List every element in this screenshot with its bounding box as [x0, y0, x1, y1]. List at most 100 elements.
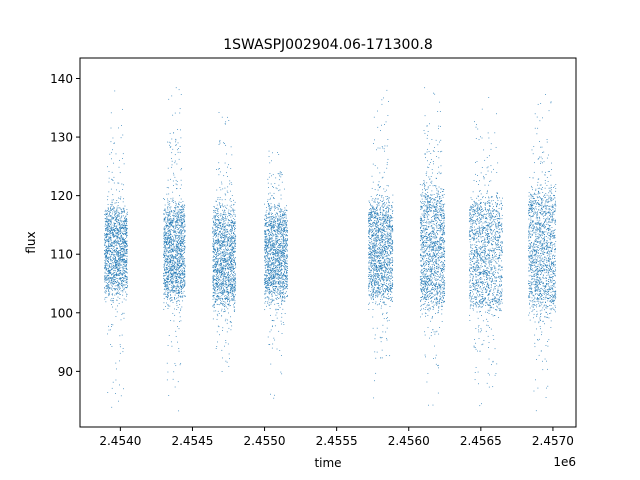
data-point	[178, 211, 180, 213]
data-point	[126, 234, 128, 236]
data-point	[106, 278, 108, 280]
data-point	[225, 284, 227, 286]
data-point	[215, 230, 216, 232]
data-point	[122, 158, 123, 159]
data-point	[217, 259, 219, 261]
data-point	[233, 233, 234, 234]
data-point	[225, 258, 226, 260]
data-point	[215, 243, 216, 244]
data-point	[176, 258, 178, 259]
data-point	[119, 286, 121, 288]
data-point	[168, 258, 170, 260]
data-point	[232, 281, 234, 283]
data-point	[171, 157, 172, 159]
data-point	[180, 262, 181, 264]
data-point	[234, 279, 236, 281]
data-point	[119, 294, 121, 296]
data-point	[119, 258, 121, 260]
data-point	[223, 209, 225, 211]
data-point	[112, 217, 114, 219]
data-point	[178, 256, 180, 258]
data-point	[115, 218, 116, 220]
data-point	[226, 290, 228, 292]
data-point	[228, 298, 230, 300]
data-point	[173, 291, 175, 293]
data-point	[107, 239, 108, 241]
data-point	[224, 297, 226, 299]
data-point	[163, 283, 165, 284]
data-point	[117, 205, 119, 206]
data-point	[178, 220, 180, 221]
data-point	[118, 263, 119, 265]
data-point	[214, 216, 216, 218]
data-point	[171, 269, 173, 271]
data-point	[119, 223, 120, 224]
data-point	[116, 240, 118, 242]
data-point	[172, 250, 173, 252]
data-point	[213, 269, 215, 271]
data-point	[117, 212, 119, 213]
data-point	[120, 250, 122, 252]
data-point	[176, 276, 178, 278]
data-point	[222, 249, 224, 251]
data-point	[110, 239, 112, 241]
data-point	[233, 255, 234, 257]
data-point	[175, 223, 177, 225]
data-point	[230, 222, 232, 224]
data-point	[109, 219, 111, 220]
data-point	[176, 221, 178, 223]
data-point	[165, 244, 167, 246]
data-point	[107, 209, 109, 211]
data-point	[183, 236, 185, 238]
data-point	[175, 227, 177, 228]
data-point	[233, 284, 235, 286]
data-point	[115, 241, 116, 243]
data-point	[213, 303, 215, 305]
data-point	[269, 292, 271, 294]
data-point	[110, 277, 111, 279]
data-point	[233, 307, 235, 308]
data-point	[168, 212, 170, 213]
data-point	[218, 298, 220, 300]
data-point	[119, 266, 121, 268]
data-point	[171, 297, 173, 298]
data-point	[222, 225, 224, 227]
data-point	[274, 220, 276, 222]
data-point	[172, 191, 174, 193]
data-point	[118, 230, 120, 232]
data-point	[172, 286, 174, 288]
data-point	[108, 282, 109, 283]
data-point	[226, 224, 228, 226]
data-point	[215, 213, 217, 215]
data-point	[218, 112, 220, 113]
data-point	[214, 288, 215, 290]
data-point	[108, 238, 110, 239]
data-point	[286, 227, 288, 229]
data-point	[179, 286, 181, 288]
data-point	[179, 188, 181, 189]
data-point	[120, 257, 122, 258]
data-point	[225, 360, 227, 362]
data-point	[233, 247, 234, 249]
data-point	[168, 261, 170, 263]
data-point	[163, 198, 165, 199]
data-point	[235, 264, 237, 265]
data-point	[277, 220, 279, 222]
data-point	[216, 213, 218, 215]
data-point	[115, 267, 117, 268]
data-point	[171, 288, 173, 290]
data-point	[117, 260, 118, 262]
data-point	[179, 213, 181, 215]
data-point	[164, 278, 165, 280]
data-point	[219, 286, 221, 287]
data-point	[121, 279, 123, 281]
data-point	[222, 216, 223, 217]
data-point	[179, 288, 180, 289]
data-point	[224, 268, 226, 270]
data-point	[123, 240, 125, 242]
data-point	[119, 335, 121, 337]
data-point	[169, 262, 171, 264]
data-point	[119, 212, 121, 214]
data-point	[121, 256, 123, 258]
data-point	[234, 214, 236, 216]
